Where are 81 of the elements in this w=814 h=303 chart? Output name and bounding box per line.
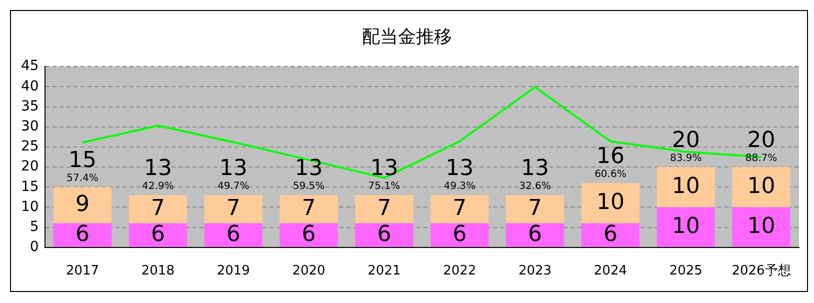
bar bbox=[204, 195, 262, 224]
x-tick-label: 2025 bbox=[669, 264, 702, 279]
total-label: 15 bbox=[68, 148, 97, 174]
bar bbox=[128, 195, 187, 224]
x-tick-label: 2020 bbox=[292, 264, 326, 279]
x-tick-label: 2024 bbox=[594, 264, 627, 279]
annotation: 49.3% bbox=[444, 181, 476, 192]
data-label: 7 bbox=[452, 196, 467, 221]
total-label: 13 bbox=[446, 156, 474, 182]
data-label: 7 bbox=[150, 196, 165, 221]
data-label: 7 bbox=[528, 196, 542, 221]
data-label: 6 bbox=[377, 222, 392, 247]
annotation: 59.5% bbox=[292, 181, 325, 192]
y-tick-label: 45 bbox=[20, 58, 39, 74]
x-tick-label: 2019 bbox=[216, 264, 250, 279]
y-tick-label: 5 bbox=[30, 218, 39, 235]
data-label: 6 bbox=[528, 222, 542, 247]
bar bbox=[53, 187, 112, 224]
x-tick-label: 2017 bbox=[66, 264, 100, 279]
data-label: 7 bbox=[302, 196, 316, 221]
y-tick-label: 40 bbox=[20, 78, 39, 94]
data-label: 10 bbox=[747, 214, 776, 239]
x-tick-label: 2022 bbox=[443, 264, 476, 279]
annotation: 42.9% bbox=[142, 181, 174, 192]
bar bbox=[355, 223, 414, 247]
data-label: 10 bbox=[596, 190, 624, 215]
total-label: 13 bbox=[219, 156, 248, 182]
y-tick-label: 25 bbox=[20, 138, 39, 155]
annotation: 60.6% bbox=[594, 169, 626, 180]
y-tick-label: 30 bbox=[20, 118, 39, 135]
total-label: 20 bbox=[672, 128, 700, 154]
total-label: 20 bbox=[747, 128, 776, 154]
x-tick-label: 2018 bbox=[141, 264, 174, 279]
data-label: 10 bbox=[672, 174, 700, 199]
annotation: 32.6% bbox=[519, 181, 551, 192]
data-label: 6 bbox=[150, 222, 165, 247]
data-label: 6 bbox=[226, 222, 240, 247]
x-tick-label: 2026予想 bbox=[732, 264, 791, 279]
data-label: 10 bbox=[747, 174, 776, 199]
y-tick-label: 10 bbox=[20, 198, 39, 215]
total-label: 13 bbox=[521, 156, 550, 182]
bar bbox=[656, 167, 715, 208]
data-label: 10 bbox=[672, 214, 700, 239]
y-tick-label: 0 bbox=[30, 239, 39, 256]
bar bbox=[732, 207, 790, 247]
bar bbox=[204, 223, 262, 247]
annotation: 75.1% bbox=[368, 181, 400, 192]
chart-title: 配当金推移 bbox=[362, 26, 452, 48]
annotation: 49.7% bbox=[217, 181, 250, 192]
bar bbox=[581, 223, 640, 247]
bar bbox=[430, 195, 489, 224]
x-tick-label: 2021 bbox=[368, 264, 401, 279]
y-tick-label: 20 bbox=[20, 158, 39, 175]
bar bbox=[732, 167, 790, 208]
annotation: 83.9% bbox=[670, 153, 702, 164]
data-label: 6 bbox=[452, 222, 467, 247]
y-tick-label: 15 bbox=[20, 178, 39, 195]
bar bbox=[53, 223, 112, 247]
bar bbox=[280, 195, 338, 224]
data-label: 7 bbox=[377, 196, 392, 221]
bar bbox=[355, 195, 414, 224]
x-tick-label: 2023 bbox=[518, 264, 552, 279]
data-label: 7 bbox=[226, 196, 240, 221]
total-label: 16 bbox=[596, 144, 624, 170]
total-label: 13 bbox=[370, 156, 398, 182]
bar bbox=[506, 195, 564, 224]
data-label: 6 bbox=[302, 222, 316, 247]
data-label: 9 bbox=[76, 192, 90, 217]
bar bbox=[430, 223, 489, 247]
bar bbox=[280, 223, 338, 247]
data-label: 6 bbox=[603, 222, 618, 247]
data-label: 6 bbox=[76, 222, 90, 247]
bar bbox=[506, 223, 564, 247]
bar bbox=[128, 223, 187, 247]
y-tick-label: 35 bbox=[20, 98, 39, 114]
annotation: 88.7% bbox=[745, 153, 778, 164]
bar bbox=[656, 207, 715, 247]
bar bbox=[581, 183, 640, 224]
annotation: 57.4% bbox=[66, 173, 98, 184]
total-label: 13 bbox=[144, 156, 172, 182]
total-label: 13 bbox=[294, 156, 323, 182]
